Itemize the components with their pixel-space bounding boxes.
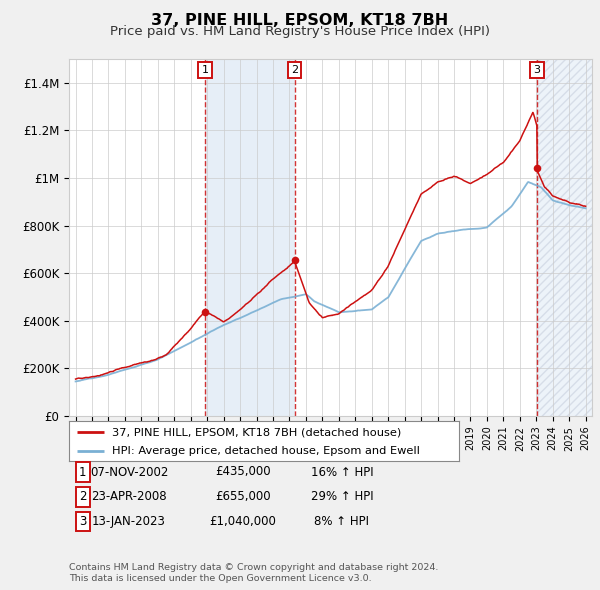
Text: Price paid vs. HM Land Registry's House Price Index (HPI): Price paid vs. HM Land Registry's House … [110,25,490,38]
Text: 37, PINE HILL, EPSOM, KT18 7BH (detached house): 37, PINE HILL, EPSOM, KT18 7BH (detached… [112,427,401,437]
Text: HPI: Average price, detached house, Epsom and Ewell: HPI: Average price, detached house, Epso… [112,445,420,455]
Text: 1: 1 [79,466,86,478]
Text: 2: 2 [79,490,86,503]
Text: 29% ↑ HPI: 29% ↑ HPI [311,490,373,503]
Point [200,308,210,317]
Point [532,164,542,173]
Point [290,255,299,265]
Text: £435,000: £435,000 [215,466,271,478]
Text: This data is licensed under the Open Government Licence v3.0.: This data is licensed under the Open Gov… [69,574,371,583]
Text: £655,000: £655,000 [215,490,271,503]
Text: £1,040,000: £1,040,000 [209,515,277,528]
Text: 37, PINE HILL, EPSOM, KT18 7BH: 37, PINE HILL, EPSOM, KT18 7BH [151,13,449,28]
Text: 07-NOV-2002: 07-NOV-2002 [90,466,168,478]
Text: 1: 1 [202,65,209,75]
Text: 2: 2 [291,65,298,75]
Bar [205,59,295,416]
Text: 16% ↑ HPI: 16% ↑ HPI [311,466,373,478]
Bar [537,59,592,416]
Text: 8% ↑ HPI: 8% ↑ HPI [314,515,370,528]
Text: 13-JAN-2023: 13-JAN-2023 [92,515,166,528]
Text: Contains HM Land Registry data © Crown copyright and database right 2024.: Contains HM Land Registry data © Crown c… [69,563,439,572]
Text: 23-APR-2008: 23-APR-2008 [91,490,167,503]
Text: 3: 3 [533,65,541,75]
Text: 3: 3 [79,515,86,528]
